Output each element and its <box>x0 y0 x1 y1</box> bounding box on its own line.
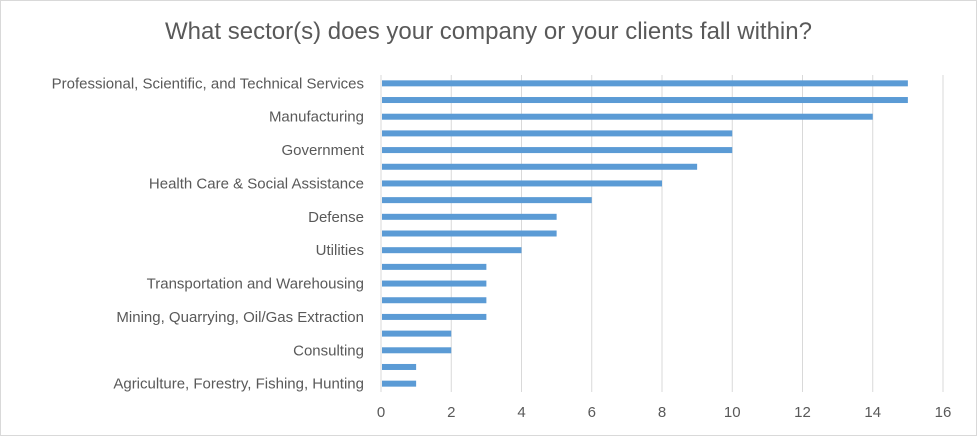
bar <box>382 147 733 154</box>
x-tick-label: 16 <box>935 404 952 421</box>
bar <box>382 363 417 370</box>
bar <box>382 213 557 220</box>
bar <box>382 80 908 87</box>
x-tick-label: 8 <box>658 404 666 421</box>
category-label: Manufacturing <box>269 109 364 126</box>
bar <box>382 280 487 287</box>
bars <box>382 80 908 387</box>
category-label: Health Care & Social Assistance <box>149 175 364 192</box>
category-labels: Professional, Scientific, and Technical … <box>52 75 365 392</box>
bar <box>382 313 487 320</box>
category-label: Government <box>281 142 364 159</box>
category-label: Consulting <box>293 342 364 359</box>
category-label: Transportation and Warehousing <box>147 276 364 293</box>
bar <box>382 180 662 187</box>
x-tick-label: 6 <box>588 404 596 421</box>
x-tick-label: 4 <box>517 404 525 421</box>
category-label: Agriculture, Forestry, Fishing, Hunting <box>113 376 364 393</box>
x-tick-label: 0 <box>377 404 385 421</box>
bar <box>382 163 698 170</box>
gridlines <box>450 75 944 392</box>
x-tick-label: 14 <box>864 404 881 421</box>
x-tick-label: 10 <box>724 404 741 421</box>
bar <box>382 263 487 270</box>
category-label: Defense <box>308 209 364 226</box>
bar <box>382 380 417 387</box>
bar <box>382 247 522 254</box>
bar <box>382 230 557 237</box>
bar <box>382 330 452 337</box>
bar <box>382 113 873 120</box>
chart-title: What sector(s) does your company or your… <box>165 18 812 45</box>
bar <box>382 197 592 204</box>
category-label: Utilities <box>316 242 364 259</box>
bar <box>382 97 908 104</box>
axes: 0 2 4 6 8 10 12 14 16 <box>377 75 952 421</box>
x-tick-label: 2 <box>447 404 455 421</box>
category-label: Mining, Quarrying, Oil/Gas Extraction <box>116 309 364 326</box>
bar <box>382 347 452 354</box>
x-tick-label: 12 <box>794 404 811 421</box>
bar <box>382 297 487 304</box>
category-label: Professional, Scientific, and Technical … <box>52 75 364 92</box>
bar <box>382 130 733 137</box>
